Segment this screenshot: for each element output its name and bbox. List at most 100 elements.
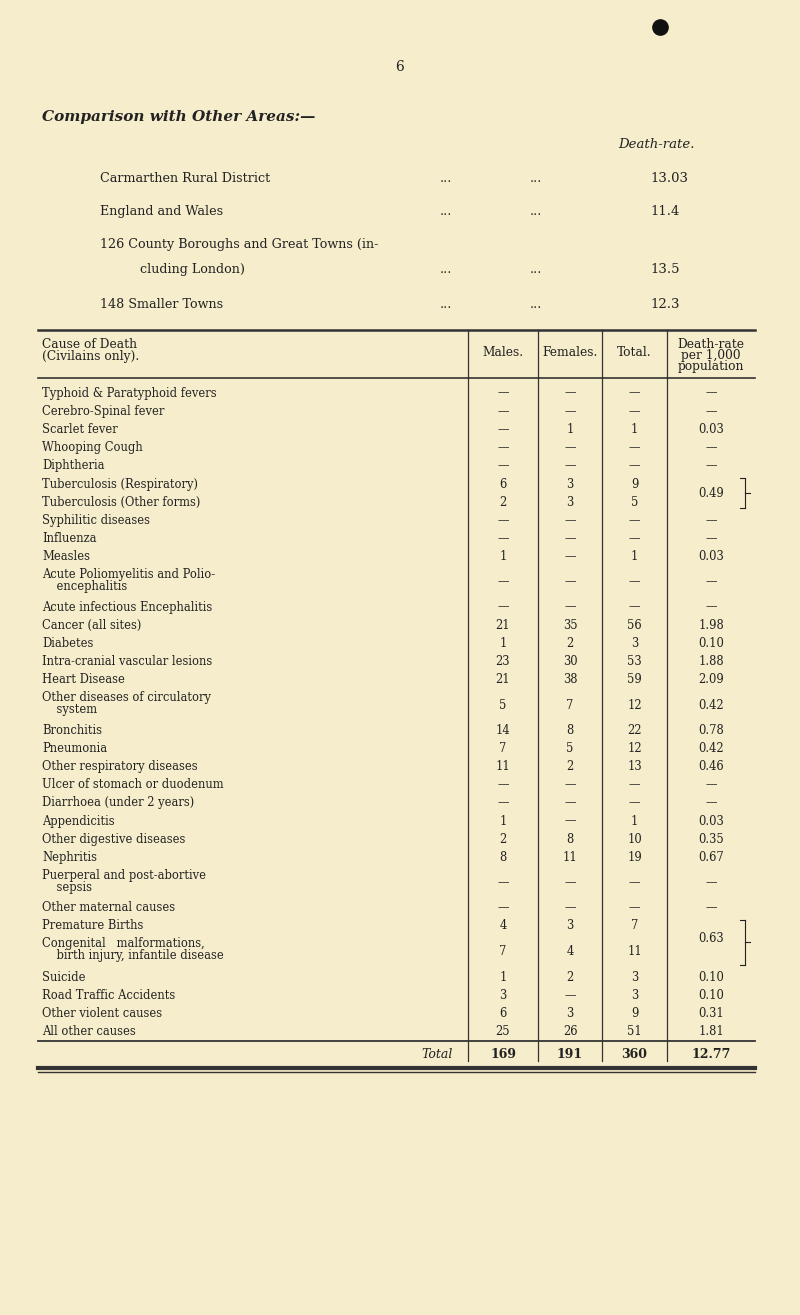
- Text: 2: 2: [499, 832, 506, 846]
- Text: 148 Smaller Towns: 148 Smaller Towns: [100, 299, 223, 312]
- Text: Whooping Cough: Whooping Cough: [42, 442, 142, 454]
- Text: Nephritis: Nephritis: [42, 851, 97, 864]
- Text: ...: ...: [530, 299, 542, 312]
- Text: 4: 4: [499, 919, 506, 932]
- Text: Diphtheria: Diphtheria: [42, 459, 105, 472]
- Text: 1: 1: [499, 970, 506, 984]
- Text: 6: 6: [499, 1007, 506, 1020]
- Text: per 1,000: per 1,000: [681, 348, 741, 362]
- Text: Puerperal and post-abortive: Puerperal and post-abortive: [42, 869, 206, 881]
- Text: —: —: [706, 387, 717, 400]
- Text: —: —: [564, 989, 576, 1002]
- Text: —: —: [498, 514, 509, 527]
- Text: 11: 11: [496, 760, 510, 773]
- Text: 2.09: 2.09: [698, 673, 724, 686]
- Text: —: —: [629, 514, 640, 527]
- Text: 0.42: 0.42: [698, 698, 724, 711]
- Text: population: population: [678, 360, 744, 373]
- Text: —: —: [564, 514, 576, 527]
- Text: Premature Births: Premature Births: [42, 919, 143, 932]
- Text: Congenital   malformations,: Congenital malformations,: [42, 938, 205, 949]
- Text: 22: 22: [627, 723, 642, 736]
- Text: 2: 2: [566, 636, 574, 650]
- Text: —: —: [706, 797, 717, 810]
- Text: —: —: [629, 601, 640, 614]
- Text: 4: 4: [566, 945, 574, 959]
- Text: —: —: [564, 533, 576, 546]
- Text: Other maternal causes: Other maternal causes: [42, 901, 175, 914]
- Text: England and Wales: England and Wales: [100, 205, 223, 218]
- Text: 0.35: 0.35: [698, 832, 724, 846]
- Text: —: —: [706, 514, 717, 527]
- Text: —: —: [706, 576, 717, 589]
- Text: 191: 191: [557, 1048, 583, 1061]
- Text: —: —: [564, 778, 576, 792]
- Text: —: —: [498, 576, 509, 589]
- Text: Ulcer of stomach or duodenum: Ulcer of stomach or duodenum: [42, 778, 224, 792]
- Text: —: —: [706, 442, 717, 454]
- Text: —: —: [629, 876, 640, 889]
- Text: 0.42: 0.42: [698, 742, 724, 755]
- Text: —: —: [498, 459, 509, 472]
- Text: —: —: [498, 601, 509, 614]
- Text: Pneumonia: Pneumonia: [42, 742, 107, 755]
- Text: —: —: [629, 533, 640, 546]
- Text: 21: 21: [496, 619, 510, 631]
- Text: —: —: [564, 405, 576, 418]
- Text: Acute Poliomyelitis and Polio-: Acute Poliomyelitis and Polio-: [42, 568, 215, 581]
- Text: —: —: [706, 459, 717, 472]
- Text: —: —: [564, 797, 576, 810]
- Text: 1.81: 1.81: [698, 1026, 724, 1039]
- Text: —: —: [629, 442, 640, 454]
- Text: 2: 2: [566, 970, 574, 984]
- Text: —: —: [498, 778, 509, 792]
- Text: 13: 13: [627, 760, 642, 773]
- Text: Death-rate.: Death-rate.: [618, 138, 695, 151]
- Text: 0.67: 0.67: [698, 851, 724, 864]
- Text: Tuberculosis (Respiratory): Tuberculosis (Respiratory): [42, 477, 198, 490]
- Text: —: —: [564, 459, 576, 472]
- Text: —: —: [706, 901, 717, 914]
- Text: Cerebro-Spinal fever: Cerebro-Spinal fever: [42, 405, 164, 418]
- Text: 35: 35: [562, 619, 578, 631]
- Text: 23: 23: [496, 655, 510, 668]
- Text: 3: 3: [631, 989, 638, 1002]
- Text: Females.: Females.: [542, 346, 598, 359]
- Text: 8: 8: [566, 723, 574, 736]
- Text: 1: 1: [499, 636, 506, 650]
- Text: 1: 1: [499, 814, 506, 827]
- Text: 2: 2: [566, 760, 574, 773]
- Text: Typhoid & Paratyphoid fevers: Typhoid & Paratyphoid fevers: [42, 387, 217, 400]
- Text: Influenza: Influenza: [42, 533, 97, 546]
- Text: 2: 2: [499, 496, 506, 509]
- Text: 1: 1: [631, 551, 638, 563]
- Text: ...: ...: [530, 172, 542, 185]
- Text: system: system: [42, 704, 97, 715]
- Text: ...: ...: [530, 205, 542, 218]
- Text: 126 County Boroughs and Great Towns (in-: 126 County Boroughs and Great Towns (in-: [100, 238, 378, 251]
- Text: ...: ...: [530, 263, 542, 276]
- Text: 13.5: 13.5: [650, 263, 679, 276]
- Text: Total.: Total.: [617, 346, 652, 359]
- Text: 7: 7: [499, 945, 506, 959]
- Text: —: —: [498, 797, 509, 810]
- Text: —: —: [564, 551, 576, 563]
- Text: 5: 5: [631, 496, 638, 509]
- Text: Other respiratory diseases: Other respiratory diseases: [42, 760, 198, 773]
- Text: 0.03: 0.03: [698, 814, 724, 827]
- Text: 1: 1: [499, 551, 506, 563]
- Text: 0.63: 0.63: [698, 932, 724, 945]
- Text: —: —: [706, 405, 717, 418]
- Text: —: —: [564, 601, 576, 614]
- Text: 6: 6: [499, 477, 506, 490]
- Text: 0.10: 0.10: [698, 636, 724, 650]
- Text: 7: 7: [631, 919, 638, 932]
- Text: 8: 8: [566, 832, 574, 846]
- Text: —: —: [629, 387, 640, 400]
- Text: —: —: [564, 876, 576, 889]
- Text: 3: 3: [499, 989, 506, 1002]
- Text: Death-rate: Death-rate: [678, 338, 745, 351]
- Text: 1: 1: [566, 423, 574, 437]
- Text: 3: 3: [631, 636, 638, 650]
- Text: birth injury, infantile disease: birth injury, infantile disease: [42, 949, 224, 963]
